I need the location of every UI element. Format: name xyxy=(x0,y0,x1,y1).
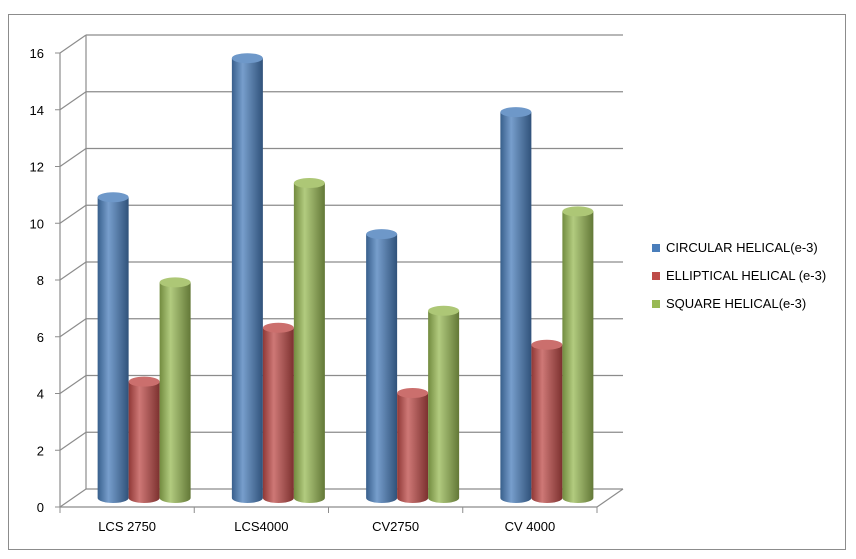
bar-body xyxy=(97,197,129,503)
y-tick-label: 6 xyxy=(37,330,44,345)
bar-body xyxy=(159,282,191,503)
bar-top xyxy=(231,53,263,64)
bar-top xyxy=(366,229,398,240)
gridline-side xyxy=(59,261,87,281)
bar-top xyxy=(500,107,532,118)
gridline-side xyxy=(59,488,87,508)
legend-item: CIRCULAR HELICAL(e-3) xyxy=(652,238,842,257)
bar-top xyxy=(428,305,460,316)
legend-item: SQUARE HELICAL(e-3) xyxy=(652,294,842,313)
bar-top xyxy=(97,192,129,203)
gridline-side xyxy=(59,34,87,54)
legend-item: ELLIPTICAL HELICAL (e-3) xyxy=(652,266,842,285)
legend-swatch xyxy=(652,299,660,308)
bar-top xyxy=(397,388,429,399)
bar-body xyxy=(366,234,398,504)
bar-top xyxy=(562,206,594,217)
bar-body xyxy=(531,344,563,503)
bar-body xyxy=(428,310,460,503)
bar-body xyxy=(562,211,594,503)
legend-swatch xyxy=(652,271,660,280)
bar-top xyxy=(293,178,325,189)
bar-body xyxy=(397,393,429,503)
bars xyxy=(97,53,594,504)
y-tick-label: 10 xyxy=(30,216,44,231)
bar-top xyxy=(128,376,160,387)
gridline-side xyxy=(59,375,87,394)
y-tick-label: 14 xyxy=(30,103,44,118)
gridline-side xyxy=(59,204,87,224)
x-tick-label: CV2750 xyxy=(372,519,419,534)
legend-label: ELLIPTICAL HELICAL (e-3) xyxy=(666,268,827,283)
gridline-side xyxy=(59,318,87,338)
bar-body xyxy=(231,58,263,503)
gridline-side xyxy=(59,91,87,111)
gridline-side xyxy=(59,431,87,451)
bar-body xyxy=(262,327,294,503)
axes xyxy=(55,35,624,513)
legend-swatch xyxy=(652,243,660,252)
legend-label: CIRCULAR HELICAL(e-3) xyxy=(666,240,818,255)
floor-edge xyxy=(596,488,624,508)
y-tick-label: 12 xyxy=(30,160,44,175)
bar-body xyxy=(128,381,160,503)
y-tick-label: 16 xyxy=(30,46,44,61)
x-tick-label: CV 4000 xyxy=(505,519,556,534)
bar-top xyxy=(262,322,294,333)
bar-body xyxy=(293,183,325,503)
y-tick-label: 4 xyxy=(37,387,44,402)
y-tick-label: 0 xyxy=(37,500,44,515)
legend: CIRCULAR HELICAL(e-3) ELLIPTICAL HELICAL … xyxy=(652,238,842,322)
gridline-side xyxy=(59,148,87,167)
bar-top xyxy=(159,277,191,288)
y-tick-label: 2 xyxy=(37,443,44,458)
bar-top xyxy=(531,339,563,350)
legend-label: SQUARE HELICAL(e-3) xyxy=(666,296,807,311)
bar-body xyxy=(500,112,532,503)
x-tick-label: LCS 2750 xyxy=(98,519,156,534)
x-tick-label: LCS4000 xyxy=(234,519,288,534)
axis-labels: 0 2 4 6 8 10 12 14 16 LCS 2750 LCS4000 CV2750 CV 400… xyxy=(30,46,556,534)
y-tick-label: 8 xyxy=(37,273,44,288)
